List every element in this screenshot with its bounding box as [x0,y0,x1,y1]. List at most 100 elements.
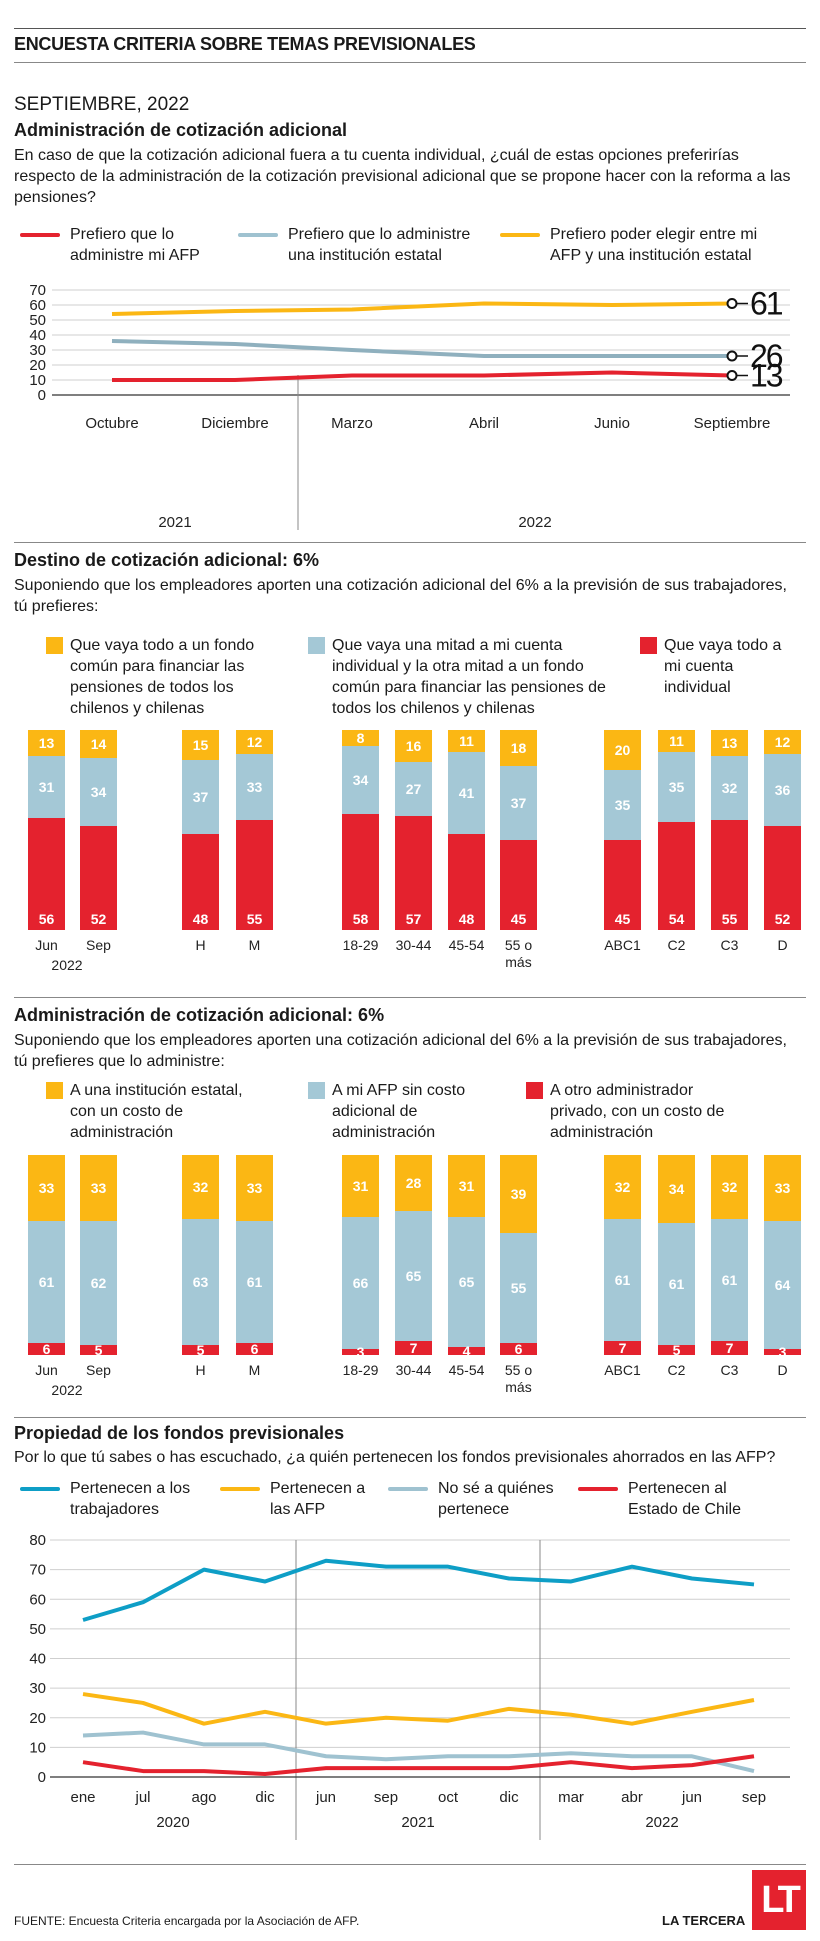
legend-swatch [20,233,60,237]
end-point-marker [726,370,738,381]
bar-value-label: 3 [357,1344,365,1360]
bar-value-label: 61 [722,1272,738,1288]
x-tick-label: 18-29 [343,937,379,953]
bar-segment [448,730,485,752]
bar-segment [500,1343,537,1355]
legend-label: Que vaya una mitad a mi cuenta individua… [332,637,606,717]
section-divider [14,542,806,543]
x-tick-label: ABC1 [604,937,641,953]
x-tick-label: 30-44 [396,937,432,953]
bar-segment [711,1219,748,1341]
bar-segment [395,1211,432,1341]
section1-question: En caso de que la cotización adicional f… [14,147,791,206]
x-tick-label: D [777,937,787,953]
legend-label: Pertenecen a las AFP [270,1480,366,1518]
bar-value-label: 7 [410,1340,418,1356]
bar-value-label: 56 [39,911,55,927]
x-tick-label: dic [255,1789,275,1806]
bar-segment [764,826,801,930]
chart-3-stacked-bar: 33616Jun33625Sep32635H33616M3166318-2928… [28,1155,801,1398]
bar-value-label: 66 [353,1275,369,1291]
end-point-marker [726,350,738,362]
bar-segment [658,1155,695,1223]
bar-value-label: 37 [193,789,209,805]
bar-value-label: 34 [669,1181,685,1197]
x-tick-label: Junio [594,415,630,432]
top-rule [14,28,806,29]
bar-segment [448,1217,485,1347]
bar-segment [500,840,537,930]
bar-segment [28,818,65,930]
legend-swatch [238,233,278,237]
bar-segment [711,756,748,820]
legend-label: Que vaya todo a un fondo común para fina… [70,637,255,717]
bar-value-label: 52 [775,911,791,927]
bar-value-label: 27 [406,781,422,797]
end-point-marker [726,298,738,309]
bar-segment [395,730,432,762]
bar-segment [236,1343,273,1355]
x-tick-label: H [195,937,205,953]
bar-segment [604,1341,641,1355]
year-label: 2020 [156,1814,189,1831]
bar-value-label: 6 [251,1341,259,1357]
bar-value-label: 55 [511,1280,527,1296]
y-tick-label: 10 [29,1739,46,1756]
x-tick-label: C3 [721,937,739,953]
bar-segment [342,1349,379,1355]
x-tick-label: jul [134,1789,150,1806]
x-tick-label: D [777,1362,787,1378]
bar-value-label: 12 [775,734,791,750]
legend-swatch [46,637,63,654]
x-tick-label: M [249,937,261,953]
y-tick-label: 20 [29,1710,46,1727]
bar-value-label: 3 [779,1344,787,1360]
bar-segment [342,746,379,814]
y-tick-label: 70 [29,1562,46,1579]
bar-segment [28,1155,65,1221]
bar-segment [711,1155,748,1219]
bar-value-label: 55 [247,911,263,927]
x-tick-label: Septiembre [694,415,771,432]
bar-value-label: 12 [247,734,263,750]
bar-value-label: 36 [775,782,791,798]
x-tick-label: 55 o [505,937,532,953]
bar-value-label: 45 [511,911,527,927]
bar-segment [182,760,219,834]
series-line [82,1558,755,1622]
x-tick-label: más [505,1379,531,1395]
legend-label: A otro administrador privado, con un cos… [550,1082,725,1141]
bar-value-label: 7 [619,1340,627,1356]
end-value-label: 13 [750,358,783,394]
series-line [111,301,733,316]
bar-segment [342,730,379,746]
x-tick-label: dic [499,1789,519,1806]
bar-value-label: 61 [615,1272,631,1288]
bar-value-label: 31 [39,779,55,795]
bar-value-label: 63 [193,1274,209,1290]
bar-value-label: 13 [722,735,738,751]
x-tick-label: abr [621,1789,643,1806]
bar-value-label: 20 [615,742,631,758]
bar-value-label: 32 [615,1179,631,1195]
bar-value-label: 16 [406,738,422,754]
y-tick-label: 70 [29,282,46,299]
section4-question: Por lo que tú sabes o has escuchado, ¿a … [14,1449,776,1466]
x-tick-label: 45-54 [449,937,485,953]
x-tick-label: jun [681,1789,702,1806]
bar-value-label: 35 [615,797,631,813]
x-tick-label: ago [191,1789,216,1806]
legend-label: Pertenecen al Estado de Chile [628,1480,741,1518]
bar-value-label: 7 [726,1340,734,1356]
section1-title: Administración de cotización adicional [14,120,348,140]
bar-value-label: 6 [515,1341,523,1357]
bar-segment [500,1155,537,1233]
legend-label: Prefiero poder elegir entre mi AFP y una… [550,226,758,264]
bar-segment [395,1155,432,1211]
bar-segment [236,820,273,930]
bar-value-label: 14 [91,736,107,752]
legend-swatch [20,1487,60,1491]
bar-value-label: 4 [463,1343,471,1359]
bar-segment [604,770,641,840]
